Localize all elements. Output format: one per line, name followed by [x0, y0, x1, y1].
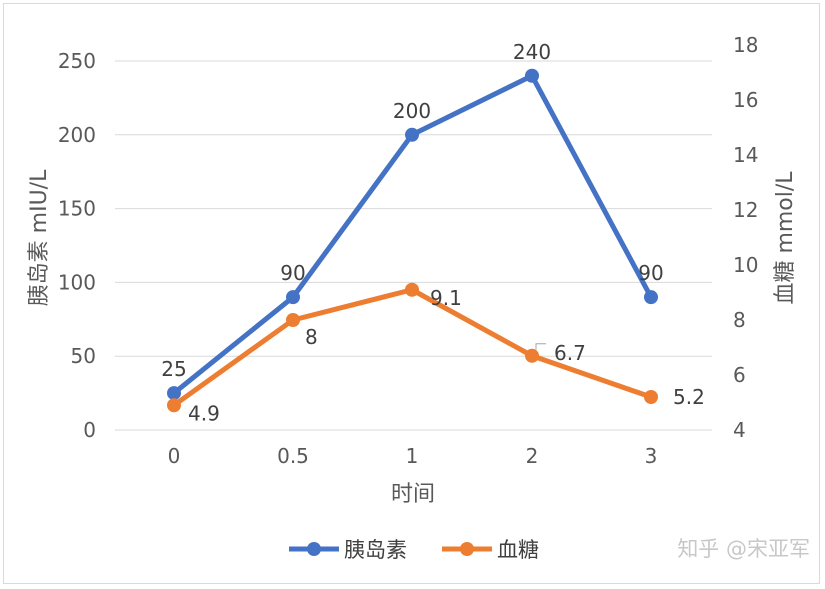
x-tick-label: 2 — [526, 444, 539, 468]
x-tick-label: 0.5 — [277, 444, 309, 468]
data-label-insulin: 240 — [513, 40, 551, 64]
data-label-insulin: 200 — [393, 99, 431, 123]
data-point-glucose — [286, 313, 300, 327]
legend-marker-insulin — [307, 542, 321, 556]
data-point-glucose — [167, 398, 181, 413]
data-label-glucose: 5.2 — [673, 385, 705, 409]
chart-frame — [3, 3, 820, 584]
right-tick-label: 10 — [733, 253, 758, 277]
left-axis-title: 胰岛素 mIU/L — [27, 169, 52, 306]
data-point-insulin — [286, 290, 300, 305]
data-label-glucose: 9.1 — [430, 286, 462, 310]
watermark: 知乎 @宋亚军 — [677, 537, 810, 561]
right-tick-label: 6 — [733, 363, 746, 387]
right-tick-label: 8 — [733, 308, 746, 332]
legend-label-insulin: 胰岛素 — [344, 538, 407, 562]
data-point-insulin — [405, 127, 419, 142]
left-tick-label: 250 — [58, 49, 96, 73]
data-point-glucose — [525, 348, 539, 363]
x-tick-label: 3 — [645, 444, 658, 468]
left-tick-label: 150 — [58, 197, 96, 221]
leader-line — [535, 343, 546, 350]
data-point-insulin — [525, 68, 539, 83]
legend-marker-glucose — [460, 542, 474, 556]
data-label-insulin: 90 — [638, 261, 663, 285]
data-label-insulin: 90 — [280, 261, 305, 285]
x-tick-label: 1 — [406, 444, 419, 468]
data-label-insulin: 25 — [161, 357, 186, 381]
data-point-insulin — [167, 386, 181, 401]
data-labels: 25 90 200 240 90 4.9 8 9.1 6.7 5.2 — [161, 40, 705, 425]
left-tick-label: 50 — [71, 344, 96, 368]
series-layer — [167, 68, 658, 413]
x-tick-label: 0 — [168, 444, 181, 468]
left-tick-label: 100 — [58, 270, 96, 294]
gridlines — [115, 60, 712, 431]
x-axis-ticks: 0 0.5 1 2 3 — [168, 444, 658, 468]
data-label-glucose: 4.9 — [188, 401, 220, 425]
legend: 胰岛素 血糖 — [289, 538, 539, 562]
x-axis-title: 时间 — [391, 482, 435, 507]
right-tick-label: 14 — [733, 143, 758, 167]
right-axis-title: 血糖 mmol/L — [773, 171, 798, 305]
legend-label-glucose: 血糖 — [497, 538, 539, 562]
left-tick-label: 0 — [83, 418, 96, 442]
data-label-glucose: 6.7 — [554, 341, 586, 365]
data-point-glucose — [644, 390, 658, 404]
right-tick-label: 18 — [733, 33, 758, 57]
right-tick-label: 16 — [733, 88, 758, 112]
left-tick-label: 200 — [58, 123, 96, 147]
data-point-glucose — [405, 282, 419, 297]
left-axis-ticks: 0 50 100 150 200 250 — [58, 49, 96, 442]
right-axis-ticks: 4 6 8 10 12 14 16 18 — [733, 33, 758, 442]
right-tick-label: 12 — [733, 198, 758, 222]
data-label-glucose: 8 — [305, 325, 318, 349]
data-point-insulin — [644, 290, 658, 305]
right-tick-label: 4 — [733, 418, 746, 442]
